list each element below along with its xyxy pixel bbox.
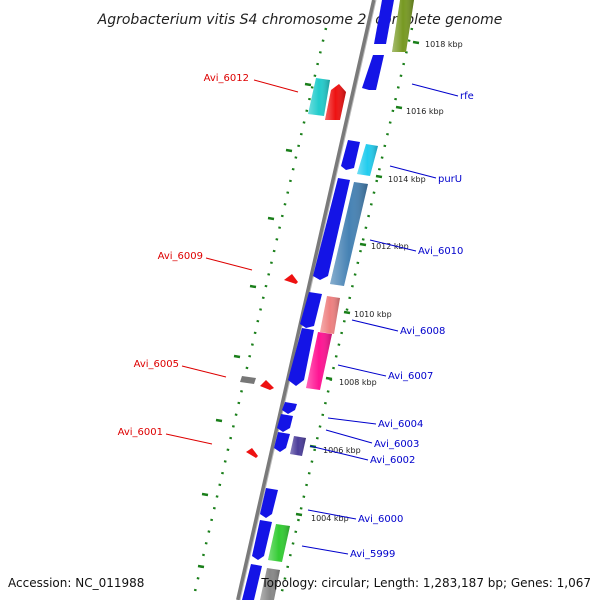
gene-label-forward[interactable]: Avi_6010 <box>418 246 463 257</box>
left-ring-ticks <box>197 82 312 569</box>
outer-dotted-ring-left <box>191 27 328 600</box>
reverse-label-group: Avi_6012 Avi_6009 Avi_6005 Avi_6001 <box>118 73 299 445</box>
gene-label-forward[interactable]: Avi_6008 <box>400 326 445 337</box>
gene-forward[interactable] <box>374 0 394 44</box>
gene-forward[interactable] <box>277 414 293 432</box>
forward-label-group: rfe purU Avi_6010 Avi_6008 Avi_6007 Avi_… <box>301 83 474 560</box>
gene-forward[interactable] <box>362 55 384 90</box>
gene-forward[interactable] <box>242 564 262 600</box>
gene-Avi_6009[interactable] <box>284 274 298 284</box>
gene-forward[interactable] <box>300 292 322 328</box>
reverse-genes <box>240 274 298 458</box>
gene-Avi_6001[interactable] <box>246 448 258 458</box>
kbp-label: 1016 kbp <box>406 107 444 116</box>
gene-forward[interactable] <box>274 432 290 452</box>
gene-label-forward[interactable]: Avi_6002 <box>370 455 415 466</box>
gene-forward[interactable] <box>313 178 350 280</box>
gene-label-forward[interactable]: Avi_6000 <box>358 514 403 525</box>
kbp-label: 1010 kbp <box>354 310 392 319</box>
map-title: Agrobacterium vitis S4 chromosome 2, com… <box>97 12 503 28</box>
gene-label-forward[interactable]: Avi_5999 <box>350 549 395 560</box>
gene-forward[interactable] <box>341 140 360 170</box>
gene-label-forward[interactable]: Avi_6004 <box>378 419 423 430</box>
forward-genes <box>242 0 414 600</box>
gene-label-forward[interactable]: rfe <box>460 91 474 102</box>
kbp-label: 1004 kbp <box>311 514 349 523</box>
inner-dotted-ring-right <box>278 27 414 600</box>
gene-Avi_6005[interactable] <box>260 380 274 390</box>
summary-text: Topology: circular; Length: 1,283,187 bp… <box>260 576 591 590</box>
kbp-label: 1012 kbp <box>371 242 409 251</box>
kbp-label: 1014 kbp <box>388 175 426 184</box>
accession-text: Accession: NC_011988 <box>8 576 144 590</box>
gene-forward[interactable] <box>282 402 297 414</box>
gene-label-forward[interactable]: purU <box>438 174 462 185</box>
gene-label-forward[interactable]: Avi_6003 <box>374 439 419 450</box>
genome-backbone <box>236 0 376 600</box>
kbp-label: 1018 kbp <box>425 40 463 49</box>
gene-forward[interactable] <box>260 488 278 518</box>
gene-Avi_6005-gray[interactable] <box>240 376 256 384</box>
gene-label-reverse[interactable]: Avi_6001 <box>118 427 163 438</box>
gene-forward[interactable] <box>252 520 272 560</box>
kbp-label: 1008 kbp <box>339 378 377 387</box>
kbp-label: 1006 kbp <box>323 446 361 455</box>
gene-forward[interactable] <box>288 328 314 386</box>
gene-label-forward[interactable]: Avi_6007 <box>388 371 433 382</box>
gene-label-reverse[interactable]: Avi_6012 <box>204 73 249 84</box>
gene-label-reverse[interactable]: Avi_6009 <box>158 251 203 262</box>
gene-label-reverse[interactable]: Avi_6005 <box>134 359 179 370</box>
